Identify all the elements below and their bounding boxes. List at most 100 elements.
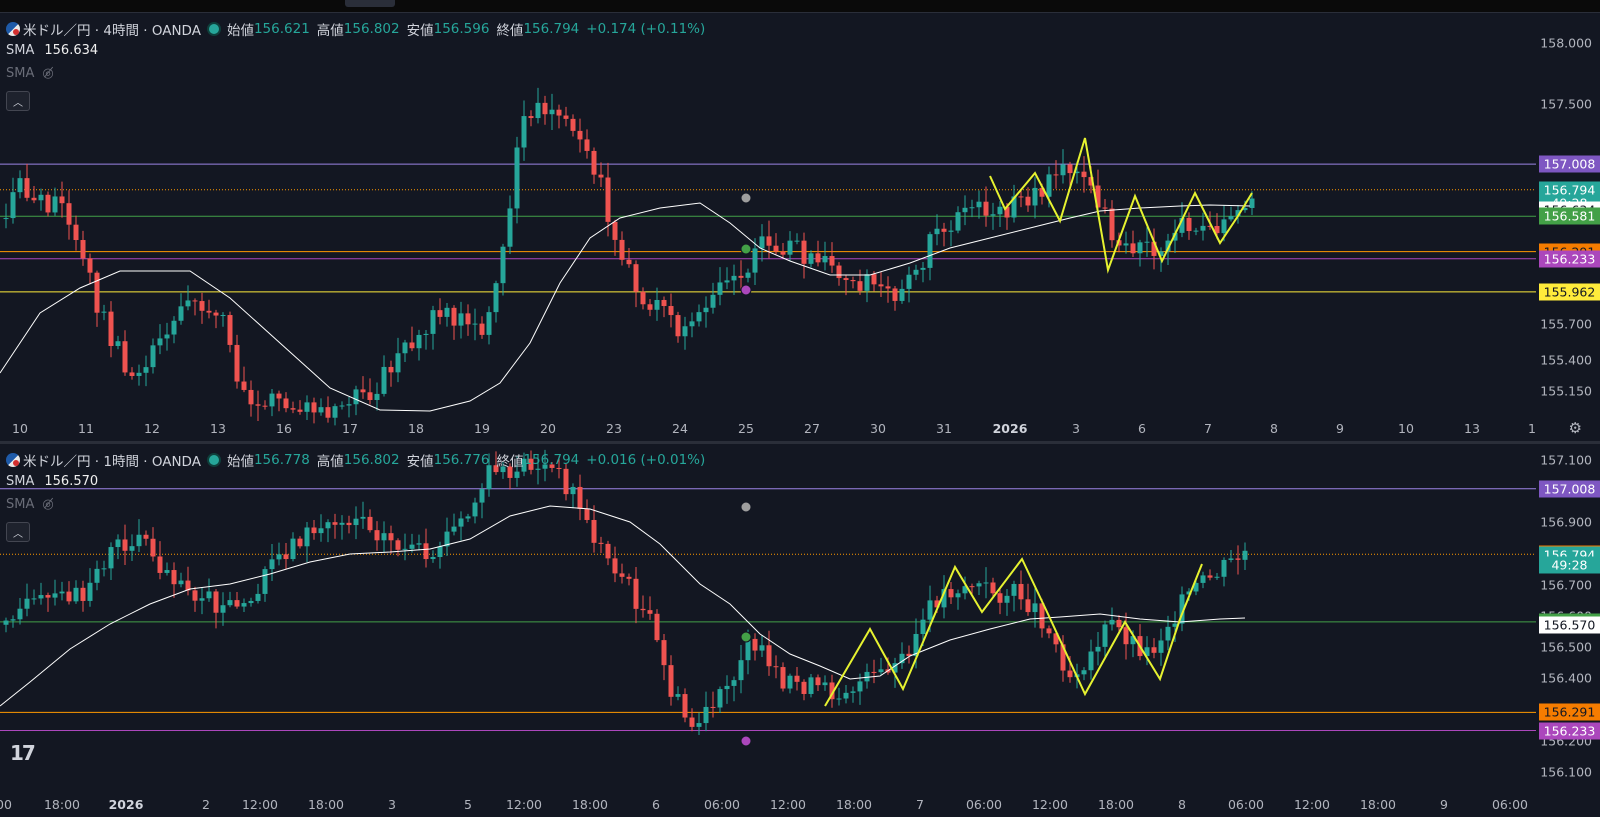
- candle-body[interactable]: [661, 299, 667, 307]
- candle-body[interactable]: [766, 645, 772, 667]
- candle-body[interactable]: [913, 269, 919, 275]
- candle-body[interactable]: [24, 178, 30, 198]
- candle-body[interactable]: [318, 528, 324, 534]
- sma-indicator-row[interactable]: SMA 156.634: [6, 39, 712, 62]
- candle-body[interactable]: [801, 681, 807, 694]
- candle-body[interactable]: [234, 600, 240, 607]
- candle-body[interactable]: [101, 311, 107, 313]
- candle-body[interactable]: [780, 667, 786, 689]
- sma-hidden-row[interactable]: SMA ◎̸: [6, 62, 712, 85]
- candle-body[interactable]: [311, 527, 317, 534]
- candle-body[interactable]: [1151, 647, 1157, 653]
- candle-body[interactable]: [1214, 576, 1220, 578]
- candle-body[interactable]: [1116, 240, 1122, 246]
- candle-body[interactable]: [507, 208, 513, 247]
- candle-body[interactable]: [542, 102, 548, 115]
- candle-body[interactable]: [304, 527, 310, 547]
- candle-body[interactable]: [605, 177, 611, 222]
- candle-body[interactable]: [731, 275, 737, 281]
- candle-body[interactable]: [157, 556, 163, 573]
- candle-body[interactable]: [941, 589, 947, 608]
- candle-body[interactable]: [430, 310, 436, 334]
- candle-body[interactable]: [1228, 558, 1234, 560]
- candle-body[interactable]: [115, 341, 121, 347]
- candle-body[interactable]: [332, 406, 338, 418]
- price-level-tag[interactable]: 155.962: [1539, 283, 1600, 301]
- candle-body[interactable]: [178, 580, 184, 585]
- gear-icon[interactable]: ⚙: [1568, 419, 1582, 437]
- symbol-title[interactable]: 米ドル／円 · 1時間 · OANDA: [23, 454, 201, 470]
- candle-body[interactable]: [388, 366, 394, 373]
- candle-body[interactable]: [206, 591, 212, 599]
- candle-body[interactable]: [297, 538, 303, 547]
- candle-body[interactable]: [31, 598, 37, 600]
- candle-body[interactable]: [710, 294, 716, 308]
- candle-body[interactable]: [360, 389, 366, 393]
- candle-body[interactable]: [1130, 636, 1136, 645]
- alert-clock-icon[interactable]: [740, 501, 752, 513]
- price-axis-4h[interactable]: 158.000 157.500 155.700 155.400 155.150: [1534, 13, 1600, 441]
- candle-body[interactable]: [241, 603, 247, 607]
- candle-body[interactable]: [367, 516, 373, 531]
- candle-body[interactable]: [52, 196, 58, 213]
- candle-body[interactable]: [689, 717, 695, 727]
- candle-body[interactable]: [822, 682, 828, 686]
- candle-body[interactable]: [108, 547, 114, 569]
- candle-body[interactable]: [514, 471, 520, 478]
- candle-body[interactable]: [325, 522, 331, 529]
- candle-body[interactable]: [570, 118, 576, 131]
- candle-body[interactable]: [1060, 644, 1066, 671]
- candle-body[interactable]: [458, 313, 464, 326]
- candle-body[interactable]: [773, 245, 779, 252]
- candle-body[interactable]: [241, 381, 247, 390]
- candle-body[interactable]: [129, 546, 135, 551]
- candle-body[interactable]: [45, 595, 51, 598]
- candle-body[interactable]: [1242, 550, 1248, 560]
- candle-body[interactable]: [1158, 640, 1164, 653]
- candle-body[interactable]: [591, 519, 597, 543]
- price-level-tag[interactable]: 156.291: [1539, 703, 1600, 721]
- candle-body[interactable]: [1081, 670, 1087, 675]
- candle-body[interactable]: [598, 174, 604, 178]
- candle-body[interactable]: [3, 218, 9, 220]
- candle-body[interactable]: [836, 265, 842, 279]
- candle-body[interactable]: [556, 109, 562, 116]
- candle-body[interactable]: [122, 341, 128, 373]
- candle-body[interactable]: [528, 458, 534, 470]
- candle-body[interactable]: [682, 694, 688, 718]
- candle-body[interactable]: [339, 522, 345, 525]
- candle-body[interactable]: [556, 467, 562, 469]
- candle-body[interactable]: [1172, 623, 1178, 627]
- candle-body[interactable]: [227, 600, 233, 606]
- candle-body[interactable]: [1123, 627, 1129, 645]
- candle-body[interactable]: [612, 558, 618, 574]
- candle-body[interactable]: [374, 530, 380, 541]
- candle-body[interactable]: [640, 291, 646, 305]
- candle-body[interactable]: [10, 619, 16, 621]
- candle-body[interactable]: [206, 310, 212, 313]
- candle-body[interactable]: [3, 620, 9, 625]
- candle-body[interactable]: [108, 311, 114, 347]
- candle-body[interactable]: [969, 207, 975, 209]
- candle-body[interactable]: [689, 321, 695, 327]
- candle-body[interactable]: [1165, 240, 1171, 252]
- alert-green-icon[interactable]: [740, 631, 752, 643]
- candle-body[interactable]: [73, 587, 79, 602]
- candle-body[interactable]: [815, 253, 821, 263]
- candle-body[interactable]: [1249, 198, 1255, 208]
- eye-hidden-icon[interactable]: ◎̸: [42, 66, 54, 81]
- candle-body[interactable]: [311, 402, 317, 413]
- candle-body[interactable]: [703, 307, 709, 313]
- candle-body[interactable]: [290, 538, 296, 560]
- candle-body[interactable]: [486, 312, 492, 335]
- candle-body[interactable]: [304, 402, 310, 412]
- candle-body[interactable]: [143, 367, 149, 373]
- candle-body[interactable]: [1186, 591, 1192, 595]
- candle-body[interactable]: [213, 312, 219, 316]
- candle-body[interactable]: [1179, 217, 1185, 233]
- candle-body[interactable]: [801, 240, 807, 264]
- candle-body[interactable]: [185, 580, 191, 591]
- candle-body[interactable]: [878, 284, 884, 287]
- candle-body[interactable]: [927, 600, 933, 620]
- candle-body[interactable]: [521, 458, 527, 472]
